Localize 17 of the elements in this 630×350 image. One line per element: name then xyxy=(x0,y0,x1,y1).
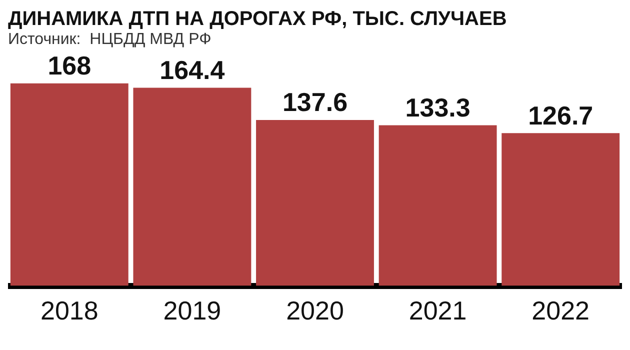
data-label: 168 xyxy=(48,50,92,81)
bar xyxy=(378,125,497,286)
chart-title: ДИНАМИКА ДТП НА ДОРОГАХ РФ, ТЫС. СЛУЧАЕВ xyxy=(8,8,508,31)
bar xyxy=(502,133,620,286)
bar xyxy=(10,83,128,286)
data-label: 133.3 xyxy=(405,92,470,122)
x-tick-label: 2022 xyxy=(532,296,590,326)
data-label: 137.6 xyxy=(282,87,348,118)
bar xyxy=(133,88,252,286)
x-tick-label: 2020 xyxy=(286,296,344,326)
text: Источник: НЦБДД МВД РФ xyxy=(8,31,212,49)
data-label: 164.4 xyxy=(160,54,226,85)
bar xyxy=(256,120,374,286)
x-tick-label: 2018 xyxy=(40,296,98,326)
data-label: 126.7 xyxy=(528,100,594,130)
x-tick-label: 2019 xyxy=(163,296,222,326)
x-tick-label: 2021 xyxy=(408,296,467,326)
